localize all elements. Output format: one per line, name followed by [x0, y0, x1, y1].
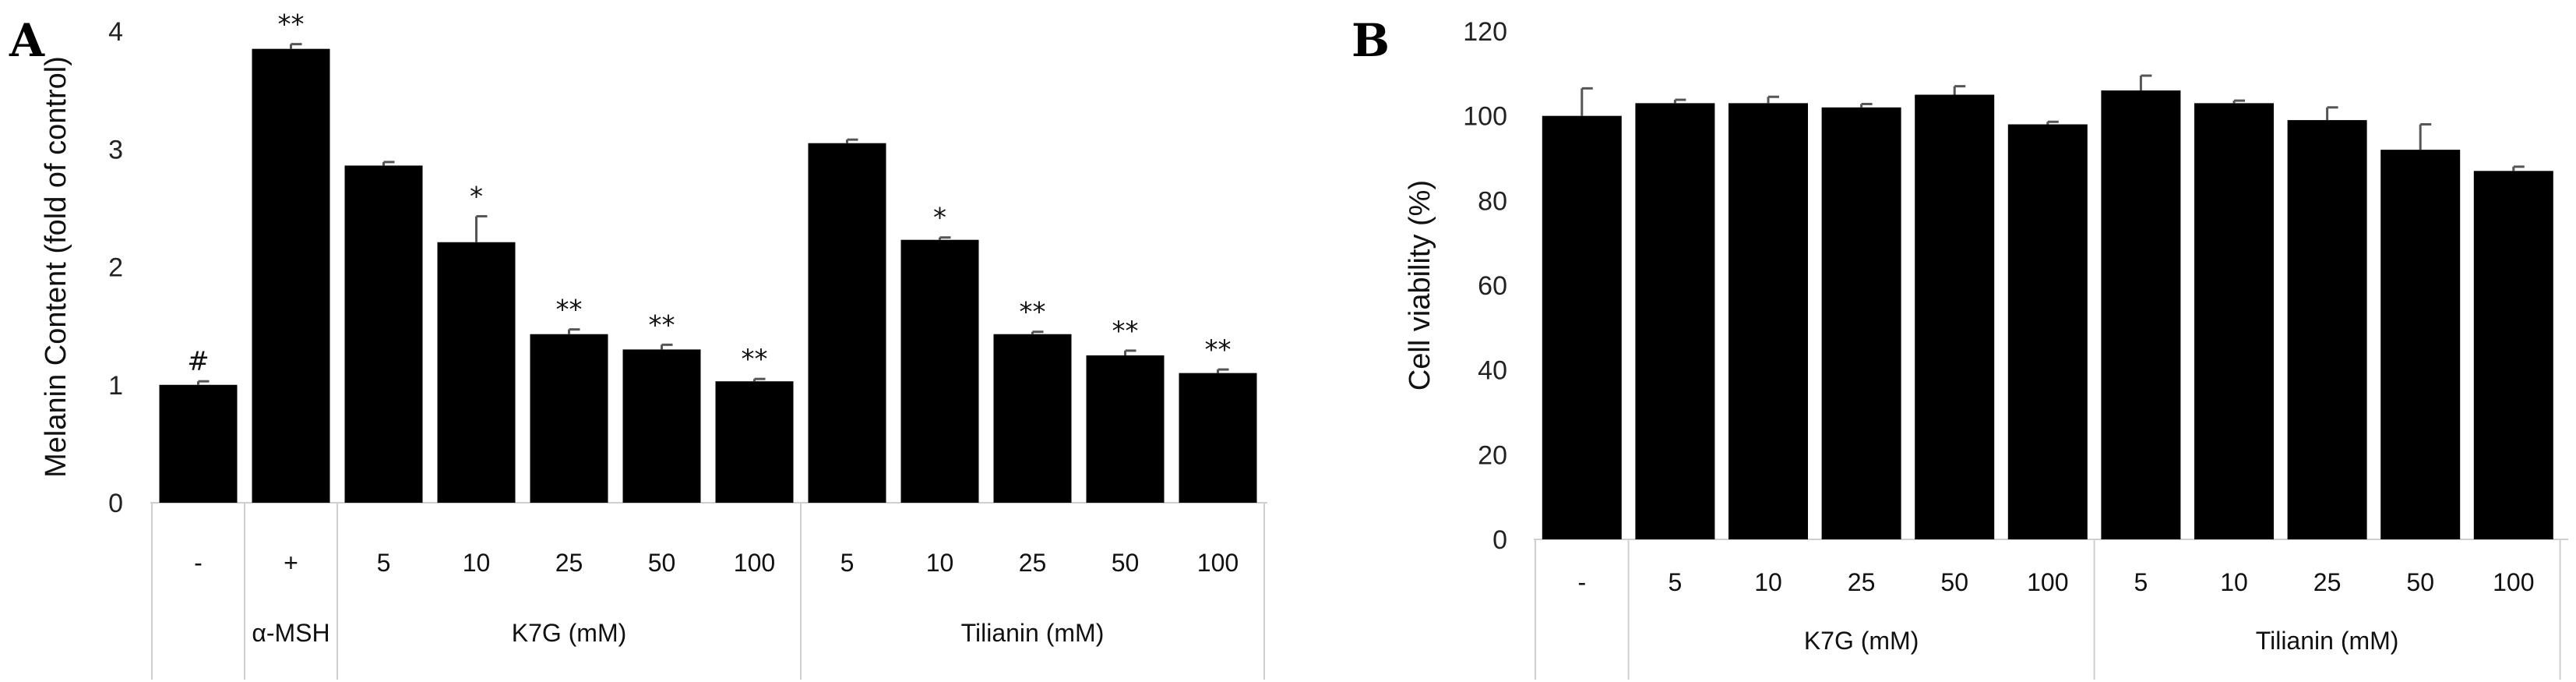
bar	[808, 143, 886, 503]
panel-a-y-axis-label: Melanin Content (fold of control)	[40, 56, 72, 478]
x-tick-label: 50	[2406, 568, 2434, 596]
significance-marker: **	[278, 9, 305, 41]
bar	[2194, 103, 2274, 539]
y-tick-label: 0	[108, 489, 123, 518]
bar	[2380, 150, 2461, 539]
bar	[2101, 90, 2181, 540]
significance-marker: **	[649, 309, 675, 341]
y-tick-label: 3	[108, 135, 123, 164]
x-tick-label: 25	[555, 549, 583, 577]
panel-b-y-axis-label: Cell viability (%)	[1404, 180, 1436, 390]
bar	[344, 165, 423, 504]
panel-b-letter: B	[1351, 14, 1390, 67]
significance-marker: **	[1205, 334, 1232, 366]
bar	[2473, 171, 2553, 540]
x-tick-label: -	[194, 549, 203, 577]
bar	[622, 349, 701, 503]
group-label: Tilianin (mM)	[2256, 627, 2399, 655]
panel-a-letter: A	[9, 14, 45, 67]
significance-marker: *	[933, 203, 946, 234]
x-tick-label: +	[284, 549, 298, 577]
y-tick-label: 2	[108, 253, 123, 283]
bar	[252, 48, 330, 503]
y-tick-label: 80	[1478, 186, 1507, 216]
bar	[1821, 107, 1901, 540]
x-tick-label: 10	[2220, 568, 2248, 596]
significance-marker: **	[742, 344, 768, 375]
bar	[900, 239, 979, 503]
x-tick-label: 5	[1669, 568, 1683, 596]
bar	[1179, 373, 1257, 503]
x-tick-label: 10	[1754, 568, 1782, 596]
bar	[993, 334, 1072, 503]
bar	[2007, 124, 2088, 540]
x-tick-label: 5	[2134, 568, 2148, 596]
significance-marker: **	[1112, 316, 1139, 347]
group-label: K7G (mM)	[1804, 627, 1919, 655]
y-tick-label: 60	[1478, 271, 1507, 301]
y-tick-label: 100	[1463, 102, 1507, 132]
x-tick-label: 10	[463, 549, 491, 577]
group-label: α-MSH	[252, 619, 329, 647]
x-tick-label: 25	[1019, 549, 1047, 577]
x-tick-label: 5	[840, 549, 855, 577]
bar	[1542, 115, 1622, 539]
x-tick-label: 5	[377, 549, 391, 577]
y-tick-label: 1	[108, 371, 123, 401]
x-tick-label: 100	[1197, 549, 1239, 577]
x-tick-label: 50	[1940, 568, 1968, 596]
significance-marker: *	[470, 181, 483, 212]
bar	[715, 381, 794, 503]
bar	[1728, 103, 1808, 539]
x-tick-label: -	[1577, 568, 1586, 596]
y-tick-label: 4	[108, 17, 123, 47]
bar	[2287, 120, 2367, 540]
y-tick-label: 120	[1463, 17, 1507, 47]
significance-marker: **	[1020, 297, 1046, 328]
bar	[530, 334, 608, 503]
group-label: Tilianin (mM)	[961, 619, 1105, 647]
significance-marker: **	[556, 295, 583, 326]
panel-a-chart: A Melanin Content (fold of control) 0 1 2 3…	[9, 9, 1267, 680]
x-tick-label: 50	[1112, 549, 1140, 577]
bar	[1635, 103, 1715, 539]
x-tick-label: 100	[734, 549, 775, 577]
y-tick-label: 0	[1492, 525, 1507, 555]
panel-b-chart: B Cell viability (%) 0 20 40 60 80 100 120 - 5 10…	[1351, 14, 2568, 680]
bar	[159, 384, 238, 503]
x-tick-label: 25	[2313, 568, 2342, 596]
bar	[1086, 355, 1165, 503]
bar	[437, 242, 516, 503]
significance-marker: #	[187, 346, 210, 377]
x-tick-label: 50	[648, 549, 676, 577]
x-tick-label: 25	[1848, 568, 1876, 596]
x-tick-label: 100	[2027, 568, 2068, 596]
bar	[1915, 94, 1995, 539]
group-label: K7G (mM)	[512, 619, 627, 647]
x-tick-label: 100	[2493, 568, 2534, 596]
y-tick-label: 40	[1478, 356, 1507, 386]
x-tick-label: 10	[926, 549, 954, 577]
y-tick-label: 20	[1478, 440, 1507, 470]
